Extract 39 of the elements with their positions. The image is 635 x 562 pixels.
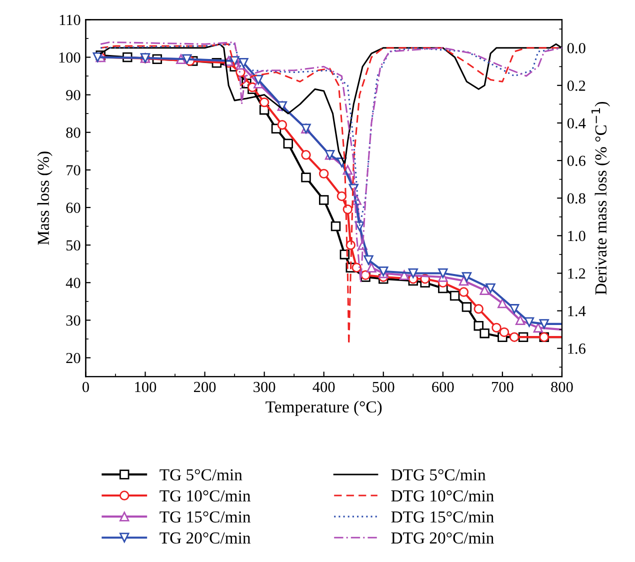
y-tick-label: 80	[66, 128, 80, 138]
y-tick-label: 30	[66, 315, 80, 326]
y2-tick-label: 1.0	[568, 230, 586, 242]
y-axis-title: Mass loss (%)	[37, 152, 52, 245]
x-tick-label: 0	[82, 382, 89, 392]
x-axis-title: Temperature (°C)	[266, 400, 382, 416]
y2-tick-label: 0.6	[567, 156, 586, 166]
legend-label: DTG 20°C/min	[391, 532, 494, 544]
y-tick-label: 100	[59, 52, 80, 63]
y2-tick-label: 0.2	[567, 80, 586, 91]
y-tick-label: 70	[66, 165, 80, 176]
legend-label: TG 20°C/min	[160, 532, 251, 544]
x-tick-label: 500	[372, 382, 394, 392]
y-tick-label: 20	[66, 352, 80, 364]
x-tick-label: 300	[254, 382, 276, 392]
legend-label: DTG 10°C/min	[391, 490, 494, 502]
y2-tick-label: 1.4	[568, 306, 586, 316]
legend-label: DTG 15°C/min	[391, 511, 494, 523]
y-tick-label: 40	[66, 278, 80, 288]
legend-label: TG 10°C/min	[160, 490, 251, 502]
x-tick-label: 800	[551, 382, 573, 392]
x-tick-label: 600	[432, 382, 454, 392]
x-tick-label: 400	[312, 382, 335, 392]
legend-label: TG 5°C/min	[160, 469, 242, 480]
y-tick-label: 90	[66, 90, 80, 100]
y2-tick-label: 1.2	[568, 268, 586, 279]
y-tick-label: 110	[60, 14, 80, 26]
y2-tick-label: 0.8	[567, 193, 586, 204]
x-tick-label: 700	[492, 382, 514, 392]
legend-label: DTG 5°C/min	[391, 469, 486, 480]
y-tick-label: 50	[66, 240, 80, 251]
x-tick-label: 200	[194, 382, 216, 392]
legend-label: TG 15°C/min	[160, 511, 251, 523]
y2-tick-label: 0.4	[567, 118, 586, 128]
x-tick-label: 100	[135, 382, 156, 392]
y2-axis-title: Derivate mass loss (% °C$^{−1}$)	[591, 102, 610, 295]
y2-tick-label: 0.0	[567, 42, 586, 54]
y-tick-label: 60	[66, 202, 80, 213]
y2-tick-label: 1.6	[568, 344, 586, 354]
